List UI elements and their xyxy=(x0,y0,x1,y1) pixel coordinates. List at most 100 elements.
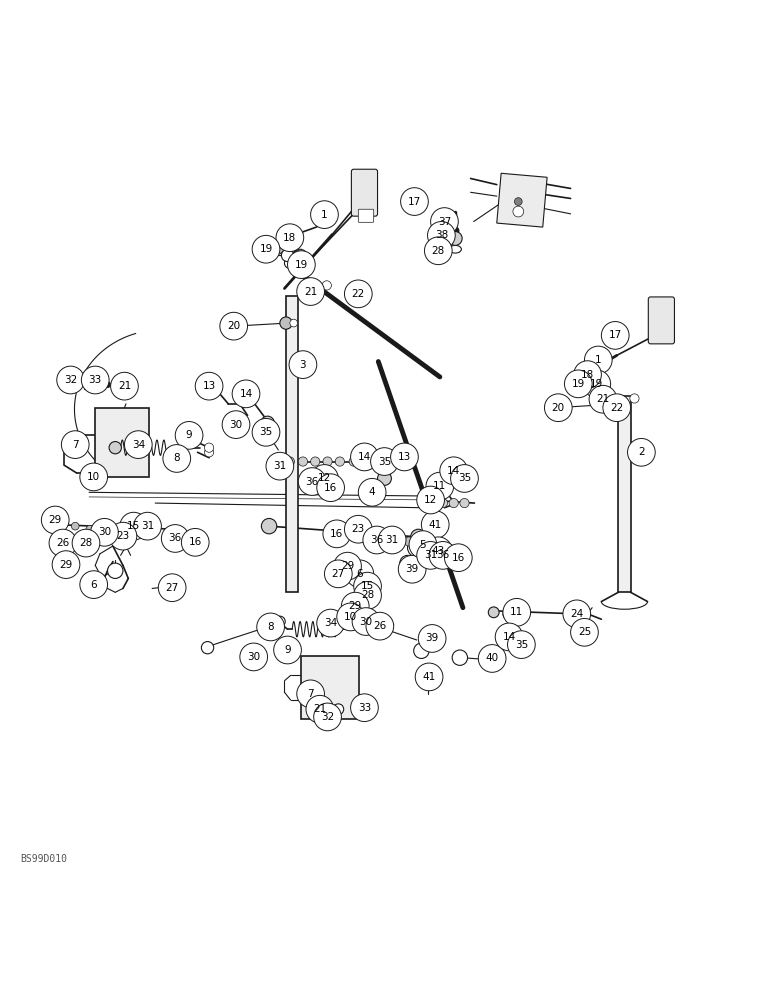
Circle shape xyxy=(257,613,284,641)
Circle shape xyxy=(378,472,391,485)
Bar xyxy=(301,656,359,719)
Text: 25: 25 xyxy=(577,627,591,637)
Text: 14: 14 xyxy=(358,452,371,462)
Text: 30: 30 xyxy=(98,527,111,537)
Circle shape xyxy=(408,538,426,557)
Circle shape xyxy=(231,418,242,428)
Text: 19: 19 xyxy=(572,379,585,389)
Circle shape xyxy=(571,618,598,646)
Text: 23: 23 xyxy=(117,531,130,541)
Circle shape xyxy=(205,443,214,452)
Text: 20: 20 xyxy=(227,321,240,331)
Circle shape xyxy=(42,506,69,534)
Circle shape xyxy=(335,457,344,466)
Text: 1: 1 xyxy=(595,355,601,365)
Circle shape xyxy=(110,372,138,400)
Circle shape xyxy=(373,622,384,632)
Circle shape xyxy=(581,373,594,385)
Circle shape xyxy=(401,188,428,215)
Circle shape xyxy=(366,612,394,640)
Circle shape xyxy=(391,443,418,471)
Text: 16: 16 xyxy=(324,483,337,493)
Circle shape xyxy=(357,572,369,585)
Text: 41: 41 xyxy=(428,520,442,530)
Circle shape xyxy=(163,445,191,472)
Text: 16: 16 xyxy=(330,529,344,539)
Circle shape xyxy=(310,465,338,492)
FancyBboxPatch shape xyxy=(648,297,675,344)
Text: 7: 7 xyxy=(72,440,79,450)
Circle shape xyxy=(422,511,449,538)
Circle shape xyxy=(601,322,629,349)
Circle shape xyxy=(374,535,383,544)
Text: 24: 24 xyxy=(571,609,584,619)
Text: 20: 20 xyxy=(552,403,565,413)
Bar xyxy=(618,396,631,592)
Circle shape xyxy=(363,526,391,554)
FancyBboxPatch shape xyxy=(358,209,374,222)
Text: 6: 6 xyxy=(90,580,97,590)
Circle shape xyxy=(285,457,294,466)
Text: 35: 35 xyxy=(515,640,528,650)
Circle shape xyxy=(181,528,209,556)
Circle shape xyxy=(273,242,284,254)
Circle shape xyxy=(350,443,378,471)
Text: 19: 19 xyxy=(259,244,273,254)
Circle shape xyxy=(293,251,302,260)
Circle shape xyxy=(503,608,515,620)
Circle shape xyxy=(418,540,428,549)
Text: 4: 4 xyxy=(369,487,375,497)
Circle shape xyxy=(611,395,622,405)
Circle shape xyxy=(489,607,499,618)
Text: 8: 8 xyxy=(174,453,180,463)
Circle shape xyxy=(349,457,358,466)
Text: 14: 14 xyxy=(239,389,252,399)
Circle shape xyxy=(589,385,617,413)
Circle shape xyxy=(261,619,272,630)
Circle shape xyxy=(240,643,268,671)
Text: 30: 30 xyxy=(247,652,260,662)
Text: 36: 36 xyxy=(370,535,384,545)
Text: 14: 14 xyxy=(447,466,460,476)
Text: 32: 32 xyxy=(321,712,334,722)
Text: 5: 5 xyxy=(420,540,426,550)
Text: 27: 27 xyxy=(165,583,179,593)
Circle shape xyxy=(417,542,445,569)
Circle shape xyxy=(90,518,118,546)
Circle shape xyxy=(323,520,350,548)
Circle shape xyxy=(175,422,203,449)
Circle shape xyxy=(584,346,612,374)
Circle shape xyxy=(289,351,317,378)
Circle shape xyxy=(296,680,324,708)
FancyBboxPatch shape xyxy=(351,169,378,216)
Circle shape xyxy=(262,518,277,534)
Circle shape xyxy=(161,525,189,552)
Circle shape xyxy=(452,650,468,665)
Circle shape xyxy=(583,370,611,398)
Circle shape xyxy=(352,608,380,635)
Circle shape xyxy=(435,480,448,492)
Text: 11: 11 xyxy=(510,607,523,617)
Text: 28: 28 xyxy=(432,246,445,256)
Text: 9: 9 xyxy=(186,430,192,440)
Circle shape xyxy=(49,529,76,557)
Circle shape xyxy=(503,598,530,626)
Circle shape xyxy=(279,317,292,329)
Circle shape xyxy=(310,201,338,228)
Text: 22: 22 xyxy=(610,403,624,413)
Circle shape xyxy=(252,418,279,446)
Text: 13: 13 xyxy=(202,381,215,391)
Circle shape xyxy=(580,626,589,635)
Circle shape xyxy=(495,623,523,651)
Circle shape xyxy=(350,694,378,722)
Text: 12: 12 xyxy=(318,473,331,483)
Text: 3: 3 xyxy=(300,360,306,370)
Circle shape xyxy=(418,668,437,686)
Circle shape xyxy=(628,438,655,466)
Circle shape xyxy=(276,224,303,252)
Circle shape xyxy=(52,535,62,545)
Circle shape xyxy=(417,486,445,514)
Text: 33: 33 xyxy=(89,375,102,385)
Text: 6: 6 xyxy=(357,569,363,579)
Circle shape xyxy=(449,232,462,245)
